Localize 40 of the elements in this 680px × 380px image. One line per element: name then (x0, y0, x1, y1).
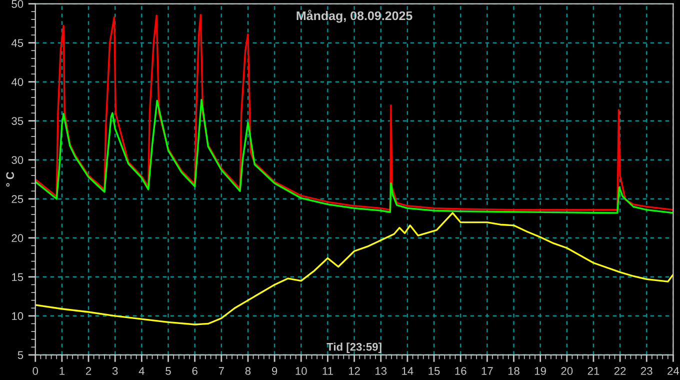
x-tick-label: 2 (86, 367, 92, 375)
x-tick-label: 6 (192, 367, 198, 375)
y-tick-label: 30 (12, 156, 24, 164)
x-tick-label: 15 (428, 367, 440, 375)
x-tick-label: 5 (166, 367, 171, 375)
x-tick-label: 10 (296, 367, 307, 375)
x-tick-label: 9 (272, 367, 278, 375)
x-tick-label: 24 (668, 367, 680, 375)
x-tick-label: 3 (112, 367, 118, 375)
x-tick-label: 19 (534, 367, 546, 375)
x-tick-label: 23 (641, 367, 652, 375)
x-tick-label: 22 (614, 367, 626, 375)
line-series (35, 212, 674, 326)
x-tick-label: 4 (138, 367, 144, 375)
x-tick-label: 1 (60, 367, 64, 375)
x-tick-label: 7 (218, 367, 224, 375)
y-tick-label: 25 (12, 195, 24, 203)
line-series (35, 98, 674, 214)
x-tick-label: 13 (376, 367, 387, 375)
x-tick-label: 17 (482, 367, 493, 375)
chart-title: Måndag, 08.09.2025 (296, 10, 412, 23)
x-tick-label: 16 (455, 367, 466, 375)
x-tick-label: 8 (245, 367, 251, 375)
y-axis-title: ° C (6, 172, 14, 187)
x-tick-label: 20 (561, 367, 573, 375)
y-tick-label: 40 (11, 78, 24, 86)
y-tick-label: 5 (18, 351, 24, 360)
x-tick-label: 0 (32, 367, 38, 375)
x-tick-label: 18 (508, 367, 520, 375)
y-tick-label: 45 (11, 39, 24, 47)
y-tick-label: 15 (12, 273, 24, 282)
x-tick-label: 14 (402, 367, 414, 375)
x-tick-label: 11 (322, 367, 333, 375)
y-tick-label: 20 (12, 234, 24, 242)
x-tick-label: 21 (588, 367, 600, 375)
y-tick-label: 35 (12, 117, 24, 125)
y-tick-label: 50 (12, 0, 24, 8)
x-tick-label: 12 (348, 367, 360, 375)
y-tick-label: 10 (12, 312, 24, 320)
x-axis-title: Tid [23:59] (326, 342, 382, 353)
